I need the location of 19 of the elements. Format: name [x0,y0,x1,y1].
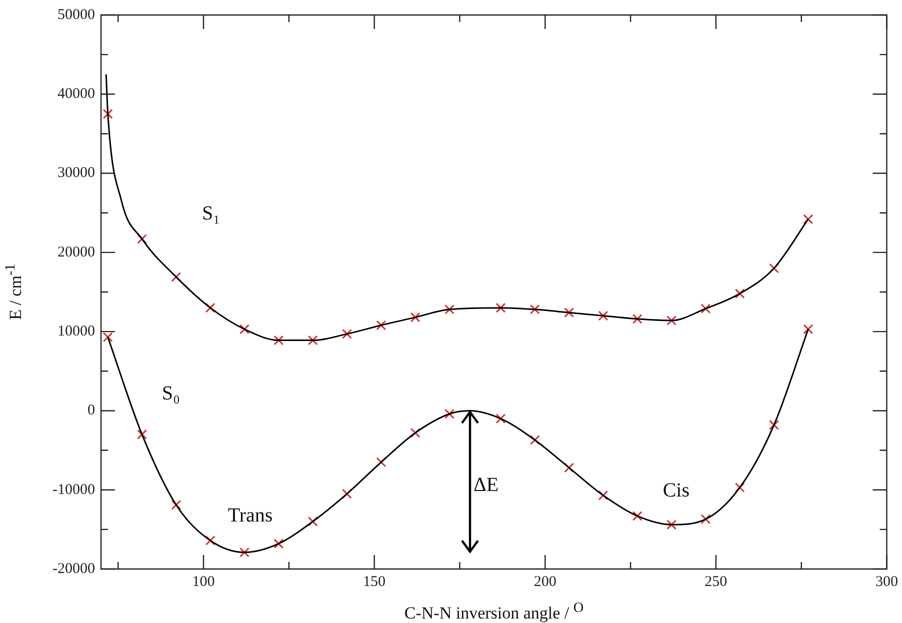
y-tick-label: 50000 [58,6,95,23]
y-tick-label: -10000 [52,482,95,498]
annotation: S₀ [162,382,180,405]
annotation: S₁ [202,202,220,225]
y-tick-label: 0 [88,402,95,419]
x-tick-label: 300 [876,574,898,590]
annotation: Cis [662,480,690,502]
annotation: ΔE [473,474,499,496]
x-tick-label: 150 [363,574,386,590]
y-tick-label: -20000 [52,560,95,577]
y-tick-label: 40000 [58,86,95,102]
y-tick-label: 20000 [58,244,95,260]
x-tick-label: 200 [534,574,556,590]
y-tick-label: 10000 [58,324,95,340]
x-axis-title: C-N-N inversion angle / $^{O}$ [404,600,584,623]
x-tick-label: 250 [704,574,728,590]
annotation: Trans [228,504,273,527]
y-tick-label: 30000 [58,165,95,182]
x-tick-label: 100 [192,574,215,590]
